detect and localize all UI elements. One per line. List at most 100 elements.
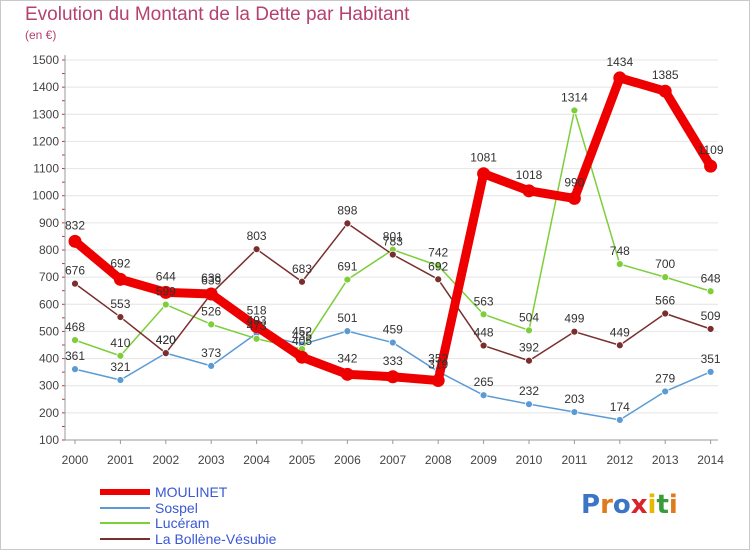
x-tick-label: 2003: [198, 453, 225, 467]
x-tick-label: 2000: [62, 453, 89, 467]
y-tick-label: 400: [39, 352, 59, 366]
y-tick-label: 1400: [32, 80, 59, 94]
logo-letter: r: [600, 490, 613, 520]
data-point: [525, 400, 533, 409]
data-label: 452: [292, 324, 312, 338]
data-point: [252, 245, 261, 254]
data-label: 321: [110, 360, 130, 374]
x-tick-label: 2002: [152, 453, 179, 467]
x-tick-label: 2010: [516, 453, 543, 467]
y-tick-label: 1100: [33, 162, 59, 176]
data-label: 493: [247, 313, 267, 327]
logo-letter: t: [656, 490, 669, 520]
x-tick-label: 2004: [243, 453, 270, 467]
data-label: 509: [701, 309, 721, 323]
data-point: [71, 336, 79, 345]
data-point: [71, 365, 79, 374]
data-point: [613, 71, 627, 85]
y-tick-label: 1000: [32, 189, 59, 203]
data-point: [386, 370, 400, 384]
data-point: [615, 260, 624, 269]
logo-letter: i: [647, 490, 657, 520]
data-label: 319: [428, 358, 448, 372]
data-label: 203: [564, 392, 584, 406]
data-label: 700: [655, 257, 675, 271]
data-point: [159, 285, 173, 299]
data-point: [161, 349, 170, 358]
y-tick-label: 1500: [32, 53, 59, 67]
x-tick-label: 2007: [379, 453, 406, 467]
data-label: 174: [610, 400, 630, 414]
proxiti-logo: Proxiti: [581, 490, 678, 520]
data-point: [615, 416, 624, 424]
data-label: 990: [564, 175, 584, 189]
data-label: 501: [337, 311, 357, 325]
data-label: 638: [201, 271, 221, 285]
y-tick-label: 1200: [32, 134, 59, 148]
legend-item-moulinet: MOULINET: [100, 484, 340, 500]
legend-label: MOULINET: [155, 484, 228, 500]
data-label: 232: [519, 384, 539, 398]
data-point: [207, 361, 216, 370]
y-tick-label: 300: [39, 379, 59, 393]
data-point: [252, 334, 261, 343]
data-label: 644: [156, 269, 176, 283]
data-point: [113, 272, 127, 286]
data-label: 265: [474, 375, 494, 389]
data-point: [71, 279, 79, 288]
data-point: [615, 341, 624, 350]
data-point: [522, 184, 536, 198]
legend-swatch: [100, 489, 150, 495]
legend-swatch: [100, 507, 150, 509]
legend-item-luceram: Lucéram: [100, 515, 340, 531]
data-point: [343, 275, 352, 284]
data-label: 373: [201, 346, 221, 360]
data-point: [567, 191, 581, 205]
data-label: 832: [65, 218, 85, 232]
data-point: [207, 320, 216, 329]
data-label: 405: [292, 334, 312, 348]
legend-label: Lucéram: [155, 515, 210, 531]
data-label: 449: [610, 325, 630, 339]
data-point: [161, 300, 170, 309]
data-label: 692: [428, 259, 448, 273]
data-point: [343, 219, 352, 228]
x-tick-label: 2006: [334, 453, 361, 467]
data-point: [250, 320, 264, 334]
data-point: [388, 250, 397, 259]
data-label: 599: [156, 285, 176, 299]
data-point: [570, 106, 579, 115]
data-point: [706, 287, 715, 296]
data-label: 748: [610, 244, 630, 258]
y-tick-label: 600: [39, 297, 59, 311]
data-point: [477, 167, 491, 181]
data-point: [661, 309, 670, 318]
data-label: 691: [337, 260, 357, 274]
data-point: [204, 287, 218, 301]
data-label: 1385: [652, 68, 679, 82]
data-label: 351: [701, 352, 721, 366]
data-label: 1081: [470, 151, 497, 165]
legend-label: Sospel: [155, 500, 198, 516]
data-label: 420: [156, 333, 176, 347]
legend-swatch: [100, 522, 150, 524]
data-point: [434, 261, 443, 270]
data-label: 1109: [698, 143, 724, 157]
data-label: 342: [337, 351, 357, 365]
data-point: [704, 159, 718, 173]
data-point: [525, 356, 533, 365]
legend-label: La Bollène-Vésubie: [155, 531, 277, 547]
data-label: 1434: [606, 55, 633, 69]
x-tick-label: 2005: [289, 453, 316, 467]
data-label: 361: [65, 349, 85, 363]
data-label: 1018: [516, 168, 543, 182]
legend-item-la-bollene-vesubie: La Bollène-Vésubie: [100, 531, 340, 547]
legend-item-sospel: Sospel: [100, 500, 340, 516]
x-tick-label: 2012: [606, 453, 633, 467]
logo-letter: i: [668, 490, 678, 520]
data-label: 518: [247, 304, 267, 318]
chart-title: Evolution du Montant de la Dette par Hab…: [25, 4, 410, 25]
x-tick-label: 2014: [697, 453, 724, 467]
x-tick-label: 2008: [425, 453, 452, 467]
